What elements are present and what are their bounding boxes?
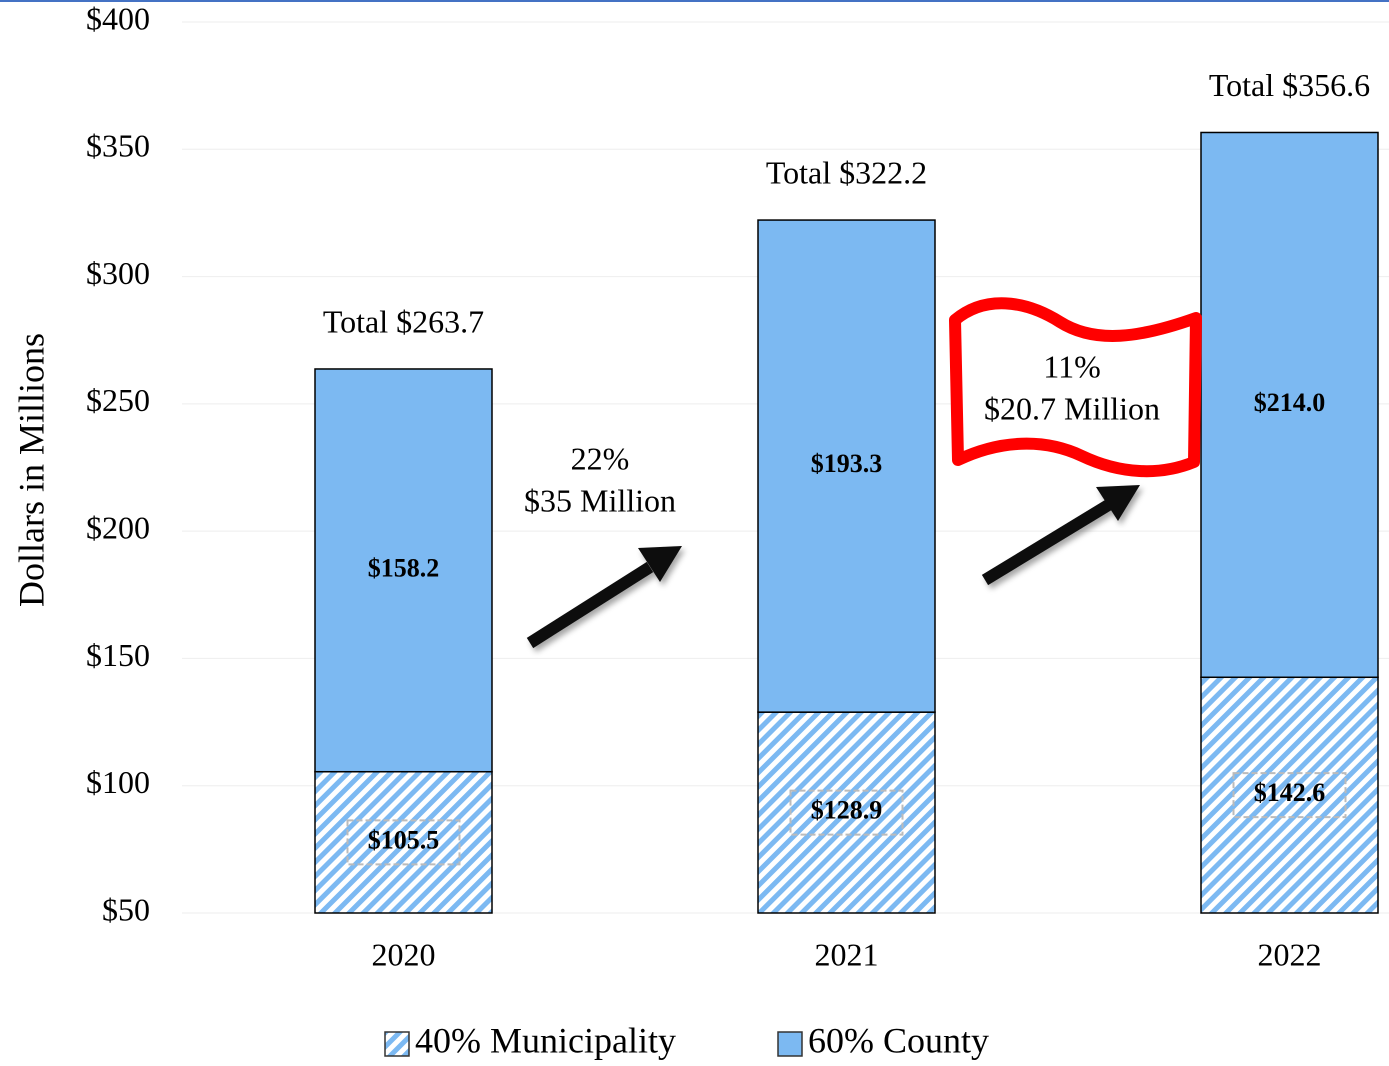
total-label: Total $263.7 xyxy=(323,303,484,339)
bars: 2020 $105.5 $158.2 Total $263.7 2021 $128.9 $1… xyxy=(314,67,1379,972)
callout-box xyxy=(949,297,1202,478)
y-tick-label: $200 xyxy=(86,509,150,545)
value-label: $158.2 xyxy=(368,553,440,582)
value-label-box xyxy=(1232,772,1347,819)
y-tick-label: $150 xyxy=(86,637,150,673)
arrow-shaft xyxy=(981,498,1114,586)
value-label-box xyxy=(346,819,461,866)
y-tick-label: $300 xyxy=(86,255,150,291)
annotation: $35 Million xyxy=(524,482,676,518)
y-tick-label: $350 xyxy=(86,128,150,164)
total-label: Total $322.2 xyxy=(766,154,927,190)
annotation: 11% xyxy=(1043,348,1100,384)
legend-swatch xyxy=(777,1031,803,1057)
value-label: $142.6 xyxy=(1254,778,1326,807)
value-label: $105.5 xyxy=(368,825,440,854)
annotation: $20.7 Million xyxy=(984,390,1160,426)
arrow-head xyxy=(1096,485,1140,521)
legend-label: 40% Municipality xyxy=(415,1020,676,1060)
arrow xyxy=(526,546,682,649)
legend-swatch xyxy=(384,1031,410,1057)
y-axis-title: Dollars in Millions xyxy=(11,333,51,607)
top-border xyxy=(0,0,1389,2)
value-label: $128.9 xyxy=(811,796,883,825)
legend: 40% Municipality 60% County xyxy=(384,1020,989,1060)
bar-segment xyxy=(314,770,493,914)
legend-label: 60% County xyxy=(808,1020,989,1060)
bar-segment xyxy=(314,368,493,773)
bar-segment xyxy=(1200,131,1379,679)
annotation: 22% xyxy=(571,440,630,476)
bar-segment xyxy=(757,711,936,914)
y-tick-label: $100 xyxy=(86,764,150,800)
y-tick-label: $50 xyxy=(102,891,150,927)
annotations: 22% $35 Million 11% $20.7 Million xyxy=(524,348,1160,518)
x-tick-label: 2021 xyxy=(815,936,879,972)
arrow-shaft xyxy=(526,561,654,649)
value-label: $193.3 xyxy=(811,449,883,478)
y-tick-label: $400 xyxy=(86,0,150,36)
y-tick-label: $250 xyxy=(86,382,150,418)
bar-segment xyxy=(757,219,936,713)
value-label-box xyxy=(789,789,904,836)
arrow-head xyxy=(638,546,682,582)
bar-segment xyxy=(1200,676,1379,914)
value-label: $214.0 xyxy=(1254,388,1326,417)
arrow xyxy=(981,485,1140,586)
x-tick-label: 2022 xyxy=(1258,936,1322,972)
x-tick-label: 2020 xyxy=(372,936,436,972)
total-label: Total $356.6 xyxy=(1209,67,1370,103)
